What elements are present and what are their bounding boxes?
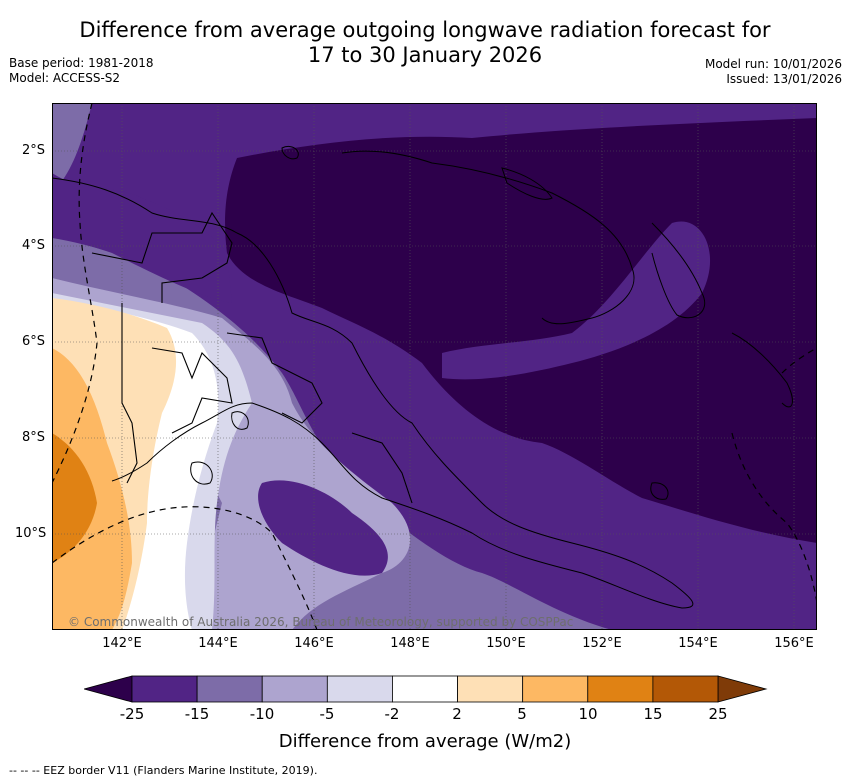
- anomaly-layer-below-m25: [225, 118, 817, 543]
- lat-tick: 2°S: [21, 143, 45, 158]
- lon-tick: 146°E: [294, 636, 334, 651]
- anomaly-pocket-south: [258, 480, 388, 576]
- colorbar-segment: [131, 675, 198, 703]
- model-name: Model: ACCESS-S2: [9, 71, 121, 85]
- colorbar-label: 15: [643, 705, 663, 723]
- eez-borders: [52, 103, 817, 630]
- colorbar-label: -25: [119, 705, 145, 723]
- graticule: [52, 103, 817, 630]
- colorbar-segment: [261, 675, 328, 703]
- borders: [91, 211, 413, 504]
- lat-tick: 6°S: [21, 334, 45, 349]
- colorbar-label: -5: [319, 705, 335, 723]
- colorbar-label: -15: [184, 705, 210, 723]
- colorbar: [84, 675, 768, 703]
- colorbar-under-arrow: [84, 675, 133, 703]
- colorbar-segment: [326, 675, 393, 703]
- lon-tick: 150°E: [486, 636, 526, 651]
- anomaly-blob-west: [52, 173, 232, 303]
- colorbar-label: 25: [708, 705, 728, 723]
- copyright-notice: © Commonwealth of Australia 2026, Bureau…: [68, 615, 574, 629]
- map-frame: [52, 103, 817, 630]
- lat-tick: 10°S: [15, 526, 47, 541]
- lon-tick: 142°E: [102, 636, 142, 651]
- lon-tick: 152°E: [582, 636, 622, 651]
- colorbar-segments: [131, 675, 719, 703]
- colorbar-segment: [587, 675, 654, 703]
- lon-tick: 156°E: [774, 636, 814, 651]
- title-line-1: Difference from average outgoing longwav…: [79, 18, 771, 42]
- lon-tick: 154°E: [678, 636, 718, 651]
- colorbar-segment: [392, 675, 458, 703]
- colorbar-segment: [196, 675, 263, 703]
- eez-footnote: -- -- -- EEZ border V11 (Flanders Marine…: [9, 764, 318, 777]
- meta-right: Model run: 10/01/2026 Issued: 13/01/2026: [705, 57, 842, 87]
- colorbar-label: 2: [452, 705, 462, 723]
- map-panel: [52, 103, 817, 630]
- colorbar-label: 5: [517, 705, 527, 723]
- lat-tick: 4°S: [21, 238, 45, 253]
- base-period: Base period: 1981-2018: [9, 56, 154, 70]
- colorbar-segment: [652, 675, 719, 703]
- colorbar-over-arrow: [717, 675, 768, 703]
- issued-date: Issued: 13/01/2026: [726, 72, 842, 86]
- title-line-2: 17 to 30 January 2026: [307, 43, 543, 67]
- colorbar-segment: [457, 675, 524, 703]
- colorbar-label: 10: [578, 705, 598, 723]
- model-run: Model run: 10/01/2026: [704, 57, 842, 71]
- figure-title: Difference from average outgoing longwav…: [0, 18, 850, 68]
- colorbar-title: Difference from average (W/m2): [278, 731, 572, 752]
- anomaly-layer-p10-p15: [52, 433, 97, 563]
- lon-tick: 144°E: [198, 636, 238, 651]
- meta-left: Base period: 1981-2018 Model: ACCESS-S2: [9, 56, 154, 86]
- lat-tick: 8°S: [21, 430, 45, 445]
- coastlines: [52, 145, 793, 609]
- colorbar-label: -2: [384, 705, 400, 723]
- lon-tick: 148°E: [390, 636, 430, 651]
- colorbar-label: -10: [249, 705, 275, 723]
- colorbar-segment: [522, 675, 589, 703]
- anomaly-tongue-east: [442, 221, 711, 380]
